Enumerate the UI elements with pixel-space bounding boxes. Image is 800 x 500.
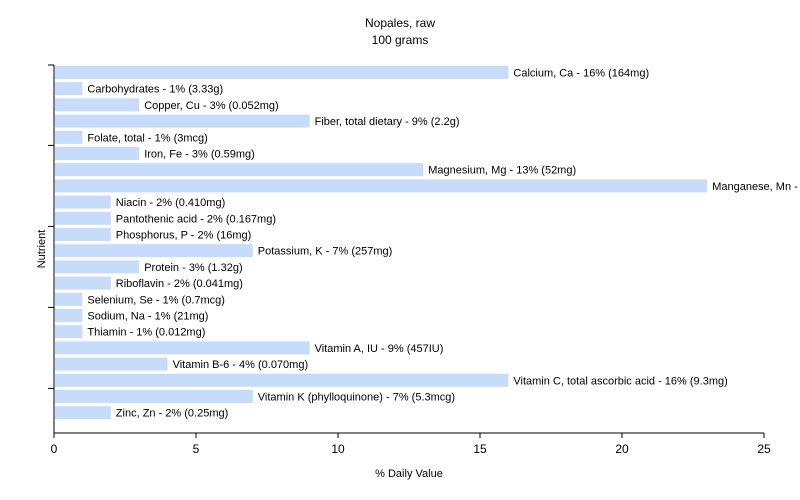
bar-19 [55,373,509,387]
bar-label-6: Magnesium, Mg - 13% (52mg) [428,165,576,177]
bar-20 [55,390,253,403]
bar-2 [55,98,140,112]
bar-4 [55,130,83,144]
bars-group [55,66,708,420]
bar-label-7: Manganese, Mn - 23% (0.457mg) [712,181,800,193]
bar-21 [55,406,111,420]
bar-5 [55,147,140,160]
bar-label-13: Riboflavin - 2% (0.041mg) [116,278,243,290]
x-axis-title: % Daily Value [375,468,443,480]
bar-label-1: Carbohydrates - 1% (3.33g) [87,84,223,96]
bar-label-14: Selenium, Se - 1% (0.7mcg) [87,294,225,306]
bar-label-20: Vitamin K (phylloquinone) - 7% (5.3mcg) [258,392,455,404]
chart-subtitle: 100 grams [372,33,429,47]
bar-label-5: Iron, Fe - 3% (0.59mg) [144,149,255,161]
bar-16 [55,325,83,339]
y-ticks-group [48,64,54,389]
x-ticks-group: 0 5 10 15 20 25 [51,433,771,456]
bar-label-15: Sodium, Na - 1% (21mg) [87,311,208,323]
bar-label-3: Fiber, total dietary - 9% (2.2g) [315,116,460,128]
bar-label-4: Folate, total - 1% (3mcg) [87,132,207,144]
bar-labels-group: Calcium, Ca - 16% (164mg) Carbohydrates -… [87,68,800,420]
bar-label-11: Potassium, K - 7% (257mg) [258,246,393,258]
chart-title: Nopales, raw [365,16,435,30]
bar-label-10: Phosphorus, P - 2% (16mg) [116,230,252,242]
bar-3 [55,114,310,128]
y-axis-title: Nutrient [36,230,48,269]
bar-label-8: Niacin - 2% (0.410mg) [116,197,225,209]
bar-label-2: Copper, Cu - 3% (0.052mg) [144,100,279,112]
bar-14 [55,292,83,306]
bar-1 [55,82,83,96]
bar-6 [55,163,424,177]
x-tick-label-5: 25 [757,442,771,456]
bar-label-17: Vitamin A, IU - 9% (457IU) [315,343,444,355]
bar-label-9: Pantothenic acid - 2% (0.167mg) [116,213,276,225]
bar-label-21: Zinc, Zn - 2% (0.25mg) [116,408,228,420]
bar-13 [55,276,111,290]
bar-17 [55,341,310,355]
bar-label-0: Calcium, Ca - 16% (164mg) [513,68,649,80]
bar-15 [55,309,83,322]
x-tick-label-2: 10 [331,442,345,456]
bar-label-19: Vitamin C, total ascorbic acid - 16% (9.… [513,375,727,387]
bar-label-12: Protein - 3% (1.32g) [144,262,242,274]
x-tick-label-0: 0 [51,442,58,456]
bar-12 [55,260,140,274]
bar-7 [55,179,708,193]
x-tick-label-4: 20 [615,442,629,456]
bar-0 [55,66,509,79]
bar-label-18: Vitamin B-6 - 4% (0.070mg) [173,359,309,371]
bar-10 [55,228,111,241]
x-tick-label-3: 15 [473,442,487,456]
bar-9 [55,211,111,225]
bar-18 [55,357,168,371]
bar-11 [55,244,253,258]
bar-label-16: Thiamin - 1% (0.012mg) [87,327,205,339]
bar-8 [55,195,111,209]
x-tick-label-1: 5 [193,442,200,456]
